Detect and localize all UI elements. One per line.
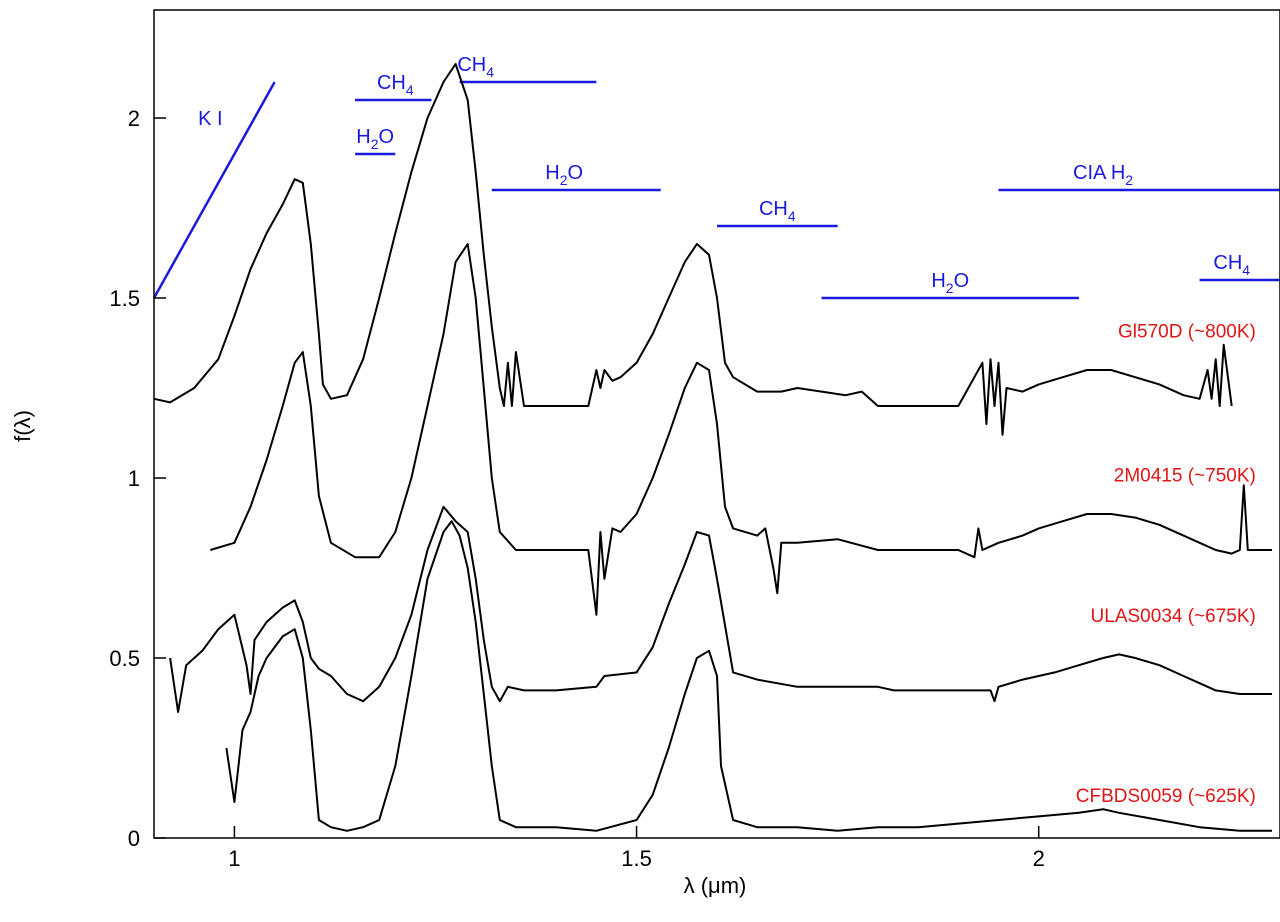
x-tick-layer: 1 1.5 2 [228,826,1045,871]
absorption-band-layer: K I CH4 H2O CH4 H2O CH4 H2O CIA H2 CH4 [152,54,1280,300]
x-tick-label-1: 1 [228,846,240,871]
series-line-3 [169,505,1272,713]
y-tick-label-3: 1 [128,466,140,491]
y-tick-label-1: 0 [128,826,140,851]
series-line-1 [153,63,1233,436]
band-label-7: H2O [931,270,969,296]
x-tick-label-2: 1.5 [621,846,652,871]
band-label-2: CH4 [377,72,414,98]
series-line-2 [210,243,1272,616]
y-tick-label-5: 2 [128,106,140,131]
series-label-3: ULAS0034 (~675K) [1091,606,1256,627]
y-tick-label-2: 0.5 [109,646,140,671]
x-axis-label: λ (μm) [684,873,747,898]
band-label-1: K I [198,108,222,130]
band-label-9: CH4 [1213,252,1250,278]
series-label-layer: Gl570D (~800K) 2M0415 (~750K) ULAS0034 (~6… [1076,322,1256,807]
x-tick-label-3: 2 [1033,846,1045,871]
series-line-4 [225,520,1272,832]
spectra-series-layer [153,63,1272,832]
series-label-1: Gl570D (~800K) [1118,322,1256,343]
band-label-5: H2O [545,162,583,188]
plot-frame [153,9,1280,839]
y-tick-layer: 0 0.5 1 1.5 2 [109,106,166,851]
band-label-6: CH4 [759,198,796,224]
series-label-4: CFBDS0059 (~625K) [1076,786,1256,807]
band-label-3: H2O [356,126,394,152]
series-label-2: 2M0415 (~750K) [1114,466,1256,487]
y-tick-label-4: 1.5 [109,286,140,311]
y-axis-label: f(λ) [10,410,35,442]
band-line-1 [152,81,276,299]
band-label-4: CH4 [457,54,494,80]
band-label-8: CIA H2 [1073,162,1133,188]
